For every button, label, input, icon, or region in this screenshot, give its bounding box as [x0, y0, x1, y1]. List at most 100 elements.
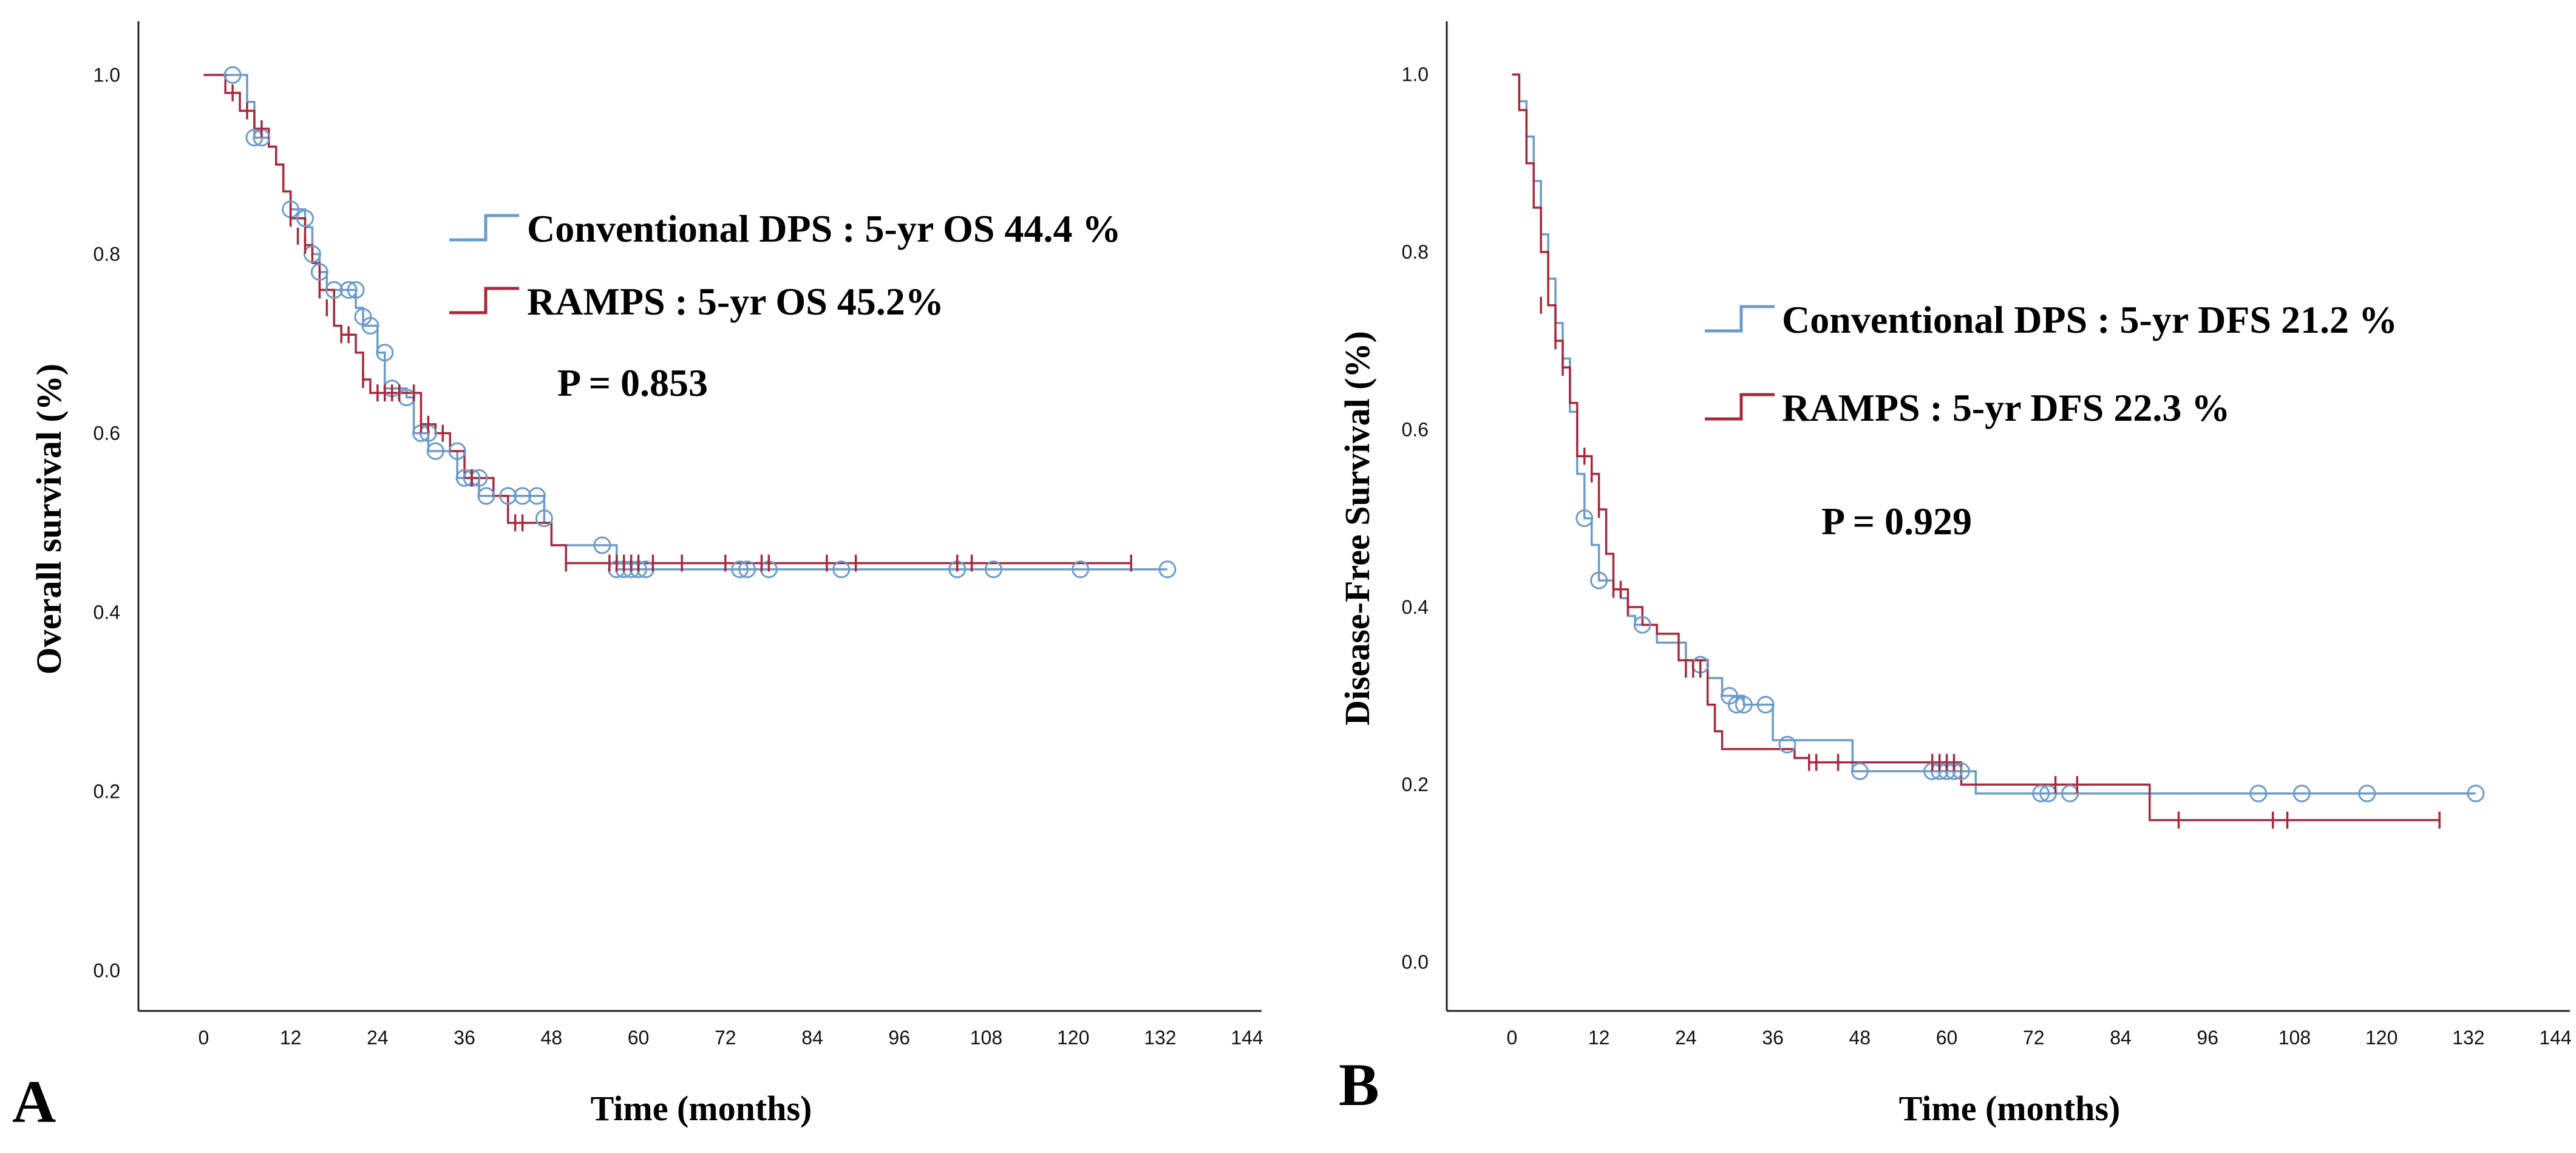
- panel-a-x-tick-label: 0: [199, 1027, 209, 1049]
- panel-b-censor-conventional: [1952, 762, 1970, 780]
- panel-a-x-axis-label: Time (months): [591, 1089, 812, 1128]
- panel-b-y-tick-labels: 0.0 0.2 0.4 0.6 0.8 1.0: [1402, 64, 1429, 973]
- panel-b-x-tick-label: 96: [2197, 1027, 2218, 1049]
- panel-a-censor-conventional: [448, 442, 466, 460]
- panel-a-x-tick-label: 60: [628, 1027, 650, 1049]
- panel-a-censor-conventional: [245, 129, 263, 147]
- panel-b-axes: [1446, 21, 2570, 1012]
- panel-a-censor-conventional: [1158, 560, 1177, 579]
- panel-a-censor-conventional: [499, 487, 517, 505]
- panel-b-p-value: P = 0.929: [1821, 500, 1972, 543]
- panel-a-x-tick-label: 144: [1231, 1027, 1263, 1049]
- panel-a-x-tick-label: 96: [888, 1027, 910, 1049]
- panel-a-censor-conventional: [310, 263, 328, 281]
- panel-b-censor-conventional: [2032, 784, 2050, 803]
- panel-b-x-tick-label: 12: [1588, 1027, 1610, 1049]
- panel-a-axes: [137, 21, 1262, 1012]
- panel-a-x-tick-label: 12: [280, 1027, 302, 1049]
- panel-b-x-tick-label: 108: [2279, 1027, 2311, 1049]
- panel-b-legend-conventional: Conventional DPS : 5-yr DFS 21.2 %: [1782, 298, 2398, 341]
- panel-a-censor-conventional: [339, 281, 358, 299]
- panel-b-censor-conventional: [1727, 696, 1745, 714]
- panel-a-label: A: [12, 1068, 56, 1135]
- panel-a-censor-conventional: [528, 487, 546, 505]
- panel-b-legend: Conventional DPS : 5-yr DFS 21.2 % RAMPS…: [1705, 298, 2398, 429]
- panel-a-y-tick-label: 0.4: [93, 602, 120, 624]
- panel-a-censor-conventional: [535, 509, 553, 528]
- panel-a-x-tick-label: 132: [1144, 1027, 1176, 1049]
- panel-a-x-tick-label: 84: [801, 1027, 823, 1049]
- panel-a-y-tick-label: 0.0: [93, 960, 120, 982]
- panel-b-label: B: [1339, 1051, 1379, 1118]
- panel-a-y-tick-labels: 0.0 0.2 0.4 0.6 0.8 1.0: [93, 64, 120, 982]
- panel-a-x-tick-labels: 0 12 24 36 48 60 72 84 96 108 120 132 144: [199, 1027, 1263, 1049]
- panel-b-y-tick-label: 0.2: [1402, 774, 1429, 795]
- panel-a-censor-conventional: [223, 66, 242, 84]
- panel-b-y-tick-label: 1.0: [1402, 64, 1429, 86]
- panel-b-legend-ramps: RAMPS : 5-yr DFS 22.3 %: [1782, 386, 2230, 429]
- panel-b-censor-conventional: [2358, 784, 2376, 803]
- panel-b-legend-swatch-conventional: [1705, 305, 1775, 333]
- panel-b-censor-conventional: [1778, 735, 1796, 753]
- panel-b-censor-conventional: [2292, 784, 2311, 803]
- panel-b-x-tick-label: 120: [2365, 1027, 2398, 1049]
- panel-b-censor-conventional: [1590, 571, 1608, 590]
- panel-a-censor-conventional: [296, 209, 314, 228]
- panel-b-y-tick-label: 0.8: [1402, 241, 1429, 263]
- panel-a-censor-conventional: [514, 487, 532, 505]
- panel-b-x-tick-label: 60: [1936, 1027, 1958, 1049]
- panel-a-censor-conventional: [426, 442, 444, 460]
- panel-a-censor-conventional: [1072, 560, 1090, 579]
- panel-a-p-value: P = 0.853: [557, 361, 708, 404]
- panel-b-x-tick-label: 144: [2539, 1027, 2571, 1049]
- panel-b-disease-free-survival: 0 12 24 36 48 60 72 84 96 108 120 132 144 0.00.20.40…: [1337, 21, 2572, 1128]
- panel-a-y-tick-label: 0.6: [93, 423, 120, 444]
- panel-a-y-tick-label: 0.2: [93, 781, 120, 803]
- panel-b-y-tick-label: 0.0: [1402, 951, 1429, 973]
- panel-a-censor-conventional: [593, 536, 611, 554]
- panel-a-censor-conventional: [303, 245, 321, 264]
- panel-b-curves: [1512, 73, 2476, 821]
- panel-b-censor-conventional: [2061, 784, 2079, 803]
- panel-b-censor-conventional: [2039, 784, 2058, 803]
- panel-a-censor-conventional: [347, 281, 365, 299]
- panel-a-legend-swatch-conventional: [449, 214, 519, 242]
- panel-a-censor-conventional: [738, 560, 756, 579]
- panel-a-censor-conventional: [376, 344, 394, 362]
- panel-a-y-tick-label: 0.8: [93, 243, 120, 265]
- panel-b-censor-conventional: [1756, 696, 1775, 714]
- panel-b-censor-conventional: [1735, 696, 1753, 714]
- panel-b-censor-marks: [1540, 296, 2485, 829]
- panel-a-y-tick-label: 1.0: [93, 64, 120, 86]
- panel-b-x-tick-labels: 0 12 24 36 48 60 72 84 96 108 120 132 144: [1507, 1027, 2572, 1049]
- panel-a-censor-conventional: [832, 560, 851, 579]
- panel-a-legend-conventional: Conventional DPS : 5-yr OS 44.4 %: [527, 207, 1121, 250]
- panel-a-censor-conventional: [325, 281, 343, 299]
- panel-b-curve-conventional: [1512, 73, 2476, 795]
- panel-a-y-axis-label: Overall survival (%): [29, 364, 69, 675]
- panel-a-x-tick-label: 72: [715, 1027, 736, 1049]
- panel-b-x-tick-label: 48: [1849, 1027, 1871, 1049]
- panel-a-legend-ramps: RAMPS : 5-yr OS 45.2%: [527, 280, 944, 323]
- panel-b-x-tick-label: 0: [1507, 1027, 1518, 1049]
- panel-b-censor-conventional: [2467, 784, 2485, 803]
- panel-b-censor-conventional: [1575, 509, 1594, 528]
- panel-a-censor-conventional: [984, 560, 1002, 579]
- panel-a-censor-conventional: [361, 317, 379, 335]
- panel-b-legend-swatch-ramps: [1705, 393, 1775, 421]
- panel-b-x-tick-label: 72: [2023, 1027, 2045, 1049]
- panel-b-y-tick-label: 0.4: [1402, 596, 1429, 618]
- panel-a-censor-marks: [223, 66, 1177, 579]
- panel-b-x-tick-label: 24: [1675, 1027, 1697, 1049]
- panel-a-overall-survival: 0 12 24 36 48 60 72 84 96 108 120 132 144 0.00.20.40…: [12, 21, 1263, 1135]
- panel-a-x-tick-label: 108: [970, 1027, 1002, 1049]
- panel-a-x-tick-label: 24: [367, 1027, 389, 1049]
- panel-b-censor-conventional: [2249, 784, 2268, 803]
- panel-b-censor-conventional: [1633, 616, 1651, 634]
- panel-b-y-axis-label: Disease-Free Survival (%): [1337, 331, 1377, 726]
- panel-b-y-tick-label: 0.6: [1402, 418, 1429, 440]
- panel-a-x-tick-label: 120: [1057, 1027, 1089, 1049]
- panel-b-curve-ramps: [1512, 73, 2440, 821]
- panel-b-censor-conventional: [1850, 762, 1869, 780]
